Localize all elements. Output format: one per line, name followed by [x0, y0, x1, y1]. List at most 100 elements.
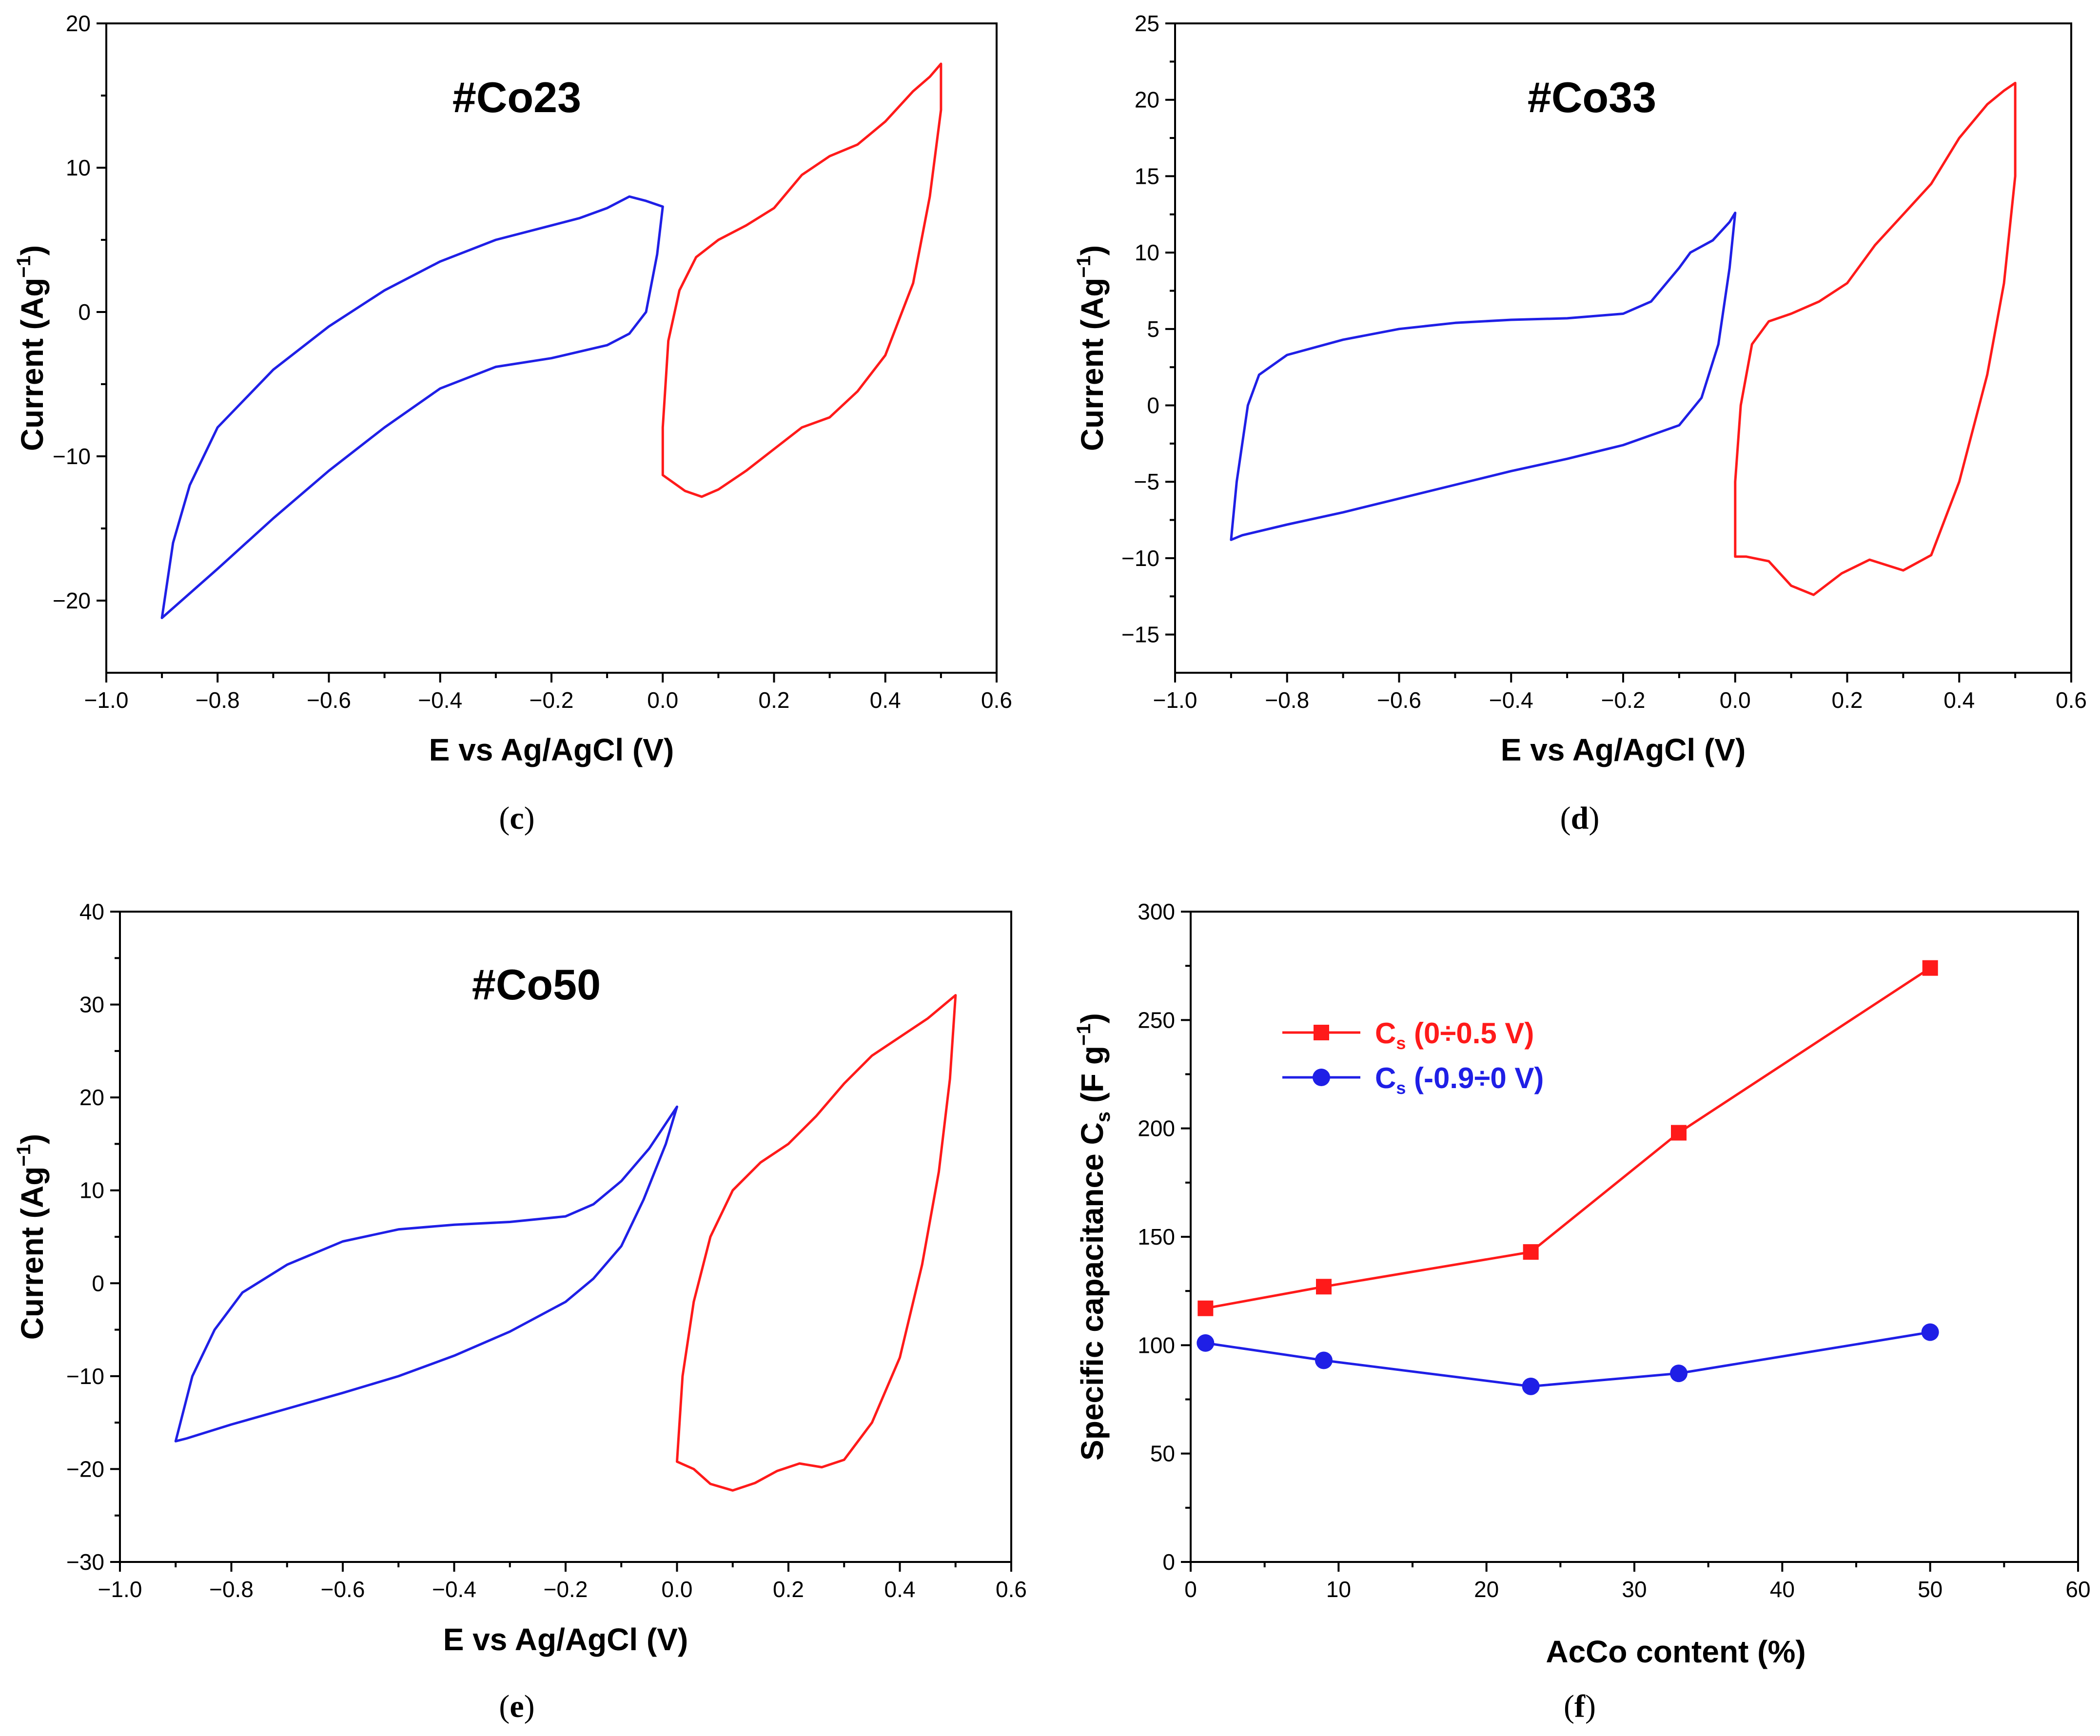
- panel-d-x-tick-label: −0.4: [1489, 687, 1533, 713]
- panel-c-x-tick-label: −0.4: [418, 687, 462, 713]
- panel-e-x-tick-label: 0.4: [884, 1577, 916, 1602]
- panel-c-y-axis-title-end: ): [15, 245, 50, 255]
- panel-e-y-axis-title: Current (Ag−1): [13, 1134, 50, 1340]
- panel-c-x-tick-label: 0.4: [870, 687, 901, 713]
- panel-f-y-tick-label: 250: [1138, 1007, 1175, 1033]
- panel-f-x-tick-label: 50: [1918, 1577, 1943, 1602]
- panel-f: 0 10 20 30 40 50 60 0 50 100 150 200 250 300 AcCo con…: [1073, 899, 2091, 1724]
- panel-c-x-tick-label: 0.6: [981, 687, 1012, 713]
- panel-c-title: #Co23: [452, 73, 581, 121]
- panel-f-ticks: 0 10 20 30 40 50 60 0 50 100 150 200 250 300: [1138, 899, 2090, 1602]
- panel-f-series: [1197, 960, 1939, 1395]
- panel-e-x-tick-label: −0.2: [544, 1577, 588, 1602]
- panel-d-y-tick-label: 25: [1135, 11, 1159, 36]
- panel-d-x-axis-title: E vs Ag/AgCl (V): [1501, 732, 1746, 767]
- panel-e-y-tick-label: 0: [92, 1270, 104, 1296]
- panel-d-y-tick-label: 0: [1147, 393, 1159, 418]
- panel-f-y-tick-label: 50: [1150, 1441, 1175, 1466]
- panel-e-x-tick-label: −0.4: [432, 1577, 476, 1602]
- panel-d-x-tick-label: −0.2: [1601, 687, 1646, 713]
- panel-c-label-letter: c: [510, 800, 524, 836]
- legend-cs-negative-sub: s: [1396, 1078, 1406, 1098]
- panel-c-x-axis-title: E vs Ag/AgCl (V): [429, 732, 674, 767]
- panel-d-y-axis-title-main: Current (Ag: [1075, 278, 1110, 451]
- panel-e-y-tick-label: −30: [66, 1549, 104, 1575]
- panel-e-x-tick-label: 0.2: [773, 1577, 804, 1602]
- panel-d-x-tick-label: −0.8: [1265, 687, 1309, 713]
- legend-entry-cs-negative: Cs (-0.9÷0 V): [1282, 1062, 1544, 1098]
- panel-e-y-tick-label: −10: [66, 1364, 104, 1389]
- panel-f-y-tick-label: 150: [1138, 1224, 1175, 1249]
- panel-e-y-tick-label: 10: [79, 1178, 104, 1203]
- panel-f-y-tick-label: 200: [1138, 1116, 1175, 1141]
- panel-e-label-open: (: [499, 1689, 510, 1724]
- panel-c-y-tick-label: −20: [53, 588, 91, 613]
- panel-d-x-tick-label: 0.2: [1832, 687, 1863, 713]
- legend-entry-cs-positive: Cs (0÷0.5 V): [1282, 1017, 1534, 1053]
- panel-f-data-point-circle: [1315, 1351, 1333, 1369]
- panel-e-plot-frame: [119, 911, 1012, 1563]
- panel-c-x-tick-label: −1.0: [84, 687, 129, 713]
- panel-f-label-close: ): [1585, 1689, 1596, 1724]
- panel-e-label-close: ): [524, 1689, 535, 1724]
- panel-f-x-axis-title: AcCo content (%): [1546, 1634, 1806, 1669]
- panel-d-series: [1230, 81, 2017, 596]
- panel-f-label: (f): [1564, 1689, 1596, 1724]
- panel-f-data-point-square: [1197, 1300, 1214, 1316]
- panel-e-y-axis-title-sup: −1: [13, 1144, 35, 1167]
- panel-d-y-tick-label: −10: [1121, 546, 1159, 571]
- panel-c-ticks: −1.0 −0.8 −0.6 −0.4 −0.2 0.0 0.2 0.4 0.6 −20 −10 0 1…: [53, 11, 1012, 713]
- panel-d-ticks: −1.0 −0.8 −0.6 −0.4 −0.2 0.0 0.2 0.4 0.6 −15 −10 −5…: [1121, 11, 2087, 713]
- panel-f-y-axis-title-sub: s: [1093, 1112, 1114, 1122]
- panel-c-cv-loop-negative: [160, 195, 664, 619]
- panel-d-y-tick-label: 5: [1147, 316, 1159, 342]
- panel-d-x-tick-label: 0.0: [1720, 687, 1751, 713]
- panel-d-title: #Co33: [1528, 73, 1656, 121]
- panel-f-data-point-circle: [1522, 1377, 1540, 1395]
- panel-e-x-axis-title: E vs Ag/AgCl (V): [443, 1622, 688, 1657]
- panel-d-y-axis-title: Current (Ag−1): [1073, 245, 1110, 451]
- panel-e-label: (e): [499, 1689, 534, 1724]
- panel-f-x-tick-label: 40: [1770, 1577, 1795, 1602]
- panel-e-y-axis-title-end: ): [15, 1134, 50, 1144]
- legend-cs-positive-rest: (0÷0.5 V): [1406, 1017, 1534, 1050]
- panel-c-label: (c): [499, 800, 534, 836]
- panel-e-y-tick-label: 30: [79, 992, 104, 1017]
- panel-e-series: [174, 994, 957, 1492]
- panel-c: −1.0 −0.8 −0.6 −0.4 −0.2 0.0 0.2 0.4 0.6 −20 −10 0 1…: [13, 11, 1012, 836]
- panel-e-cv-loop-negative: [174, 1105, 678, 1443]
- panel-f-data-point-square: [1523, 1244, 1539, 1260]
- panel-f-x-tick-label: 60: [2065, 1577, 2090, 1602]
- panel-e-x-tick-label: −1.0: [98, 1577, 142, 1602]
- panel-c-x-tick-label: −0.6: [307, 687, 351, 713]
- legend-cs-negative-main: C: [1375, 1062, 1396, 1094]
- panel-f-y-axis-title-end: ): [1075, 1013, 1110, 1023]
- legend-cs-negative-rest: (-0.9÷0 V): [1406, 1062, 1544, 1094]
- panel-d-label-letter: d: [1571, 800, 1589, 836]
- panel-f-data-point-square: [1316, 1279, 1332, 1295]
- panel-d-x-tick-label: 0.6: [2056, 687, 2087, 713]
- panel-e-y-axis-title-main: Current (Ag: [15, 1167, 50, 1340]
- panel-e-cv-loop-positive: [676, 994, 957, 1492]
- panel-f-y-axis-title: Specific capacitance Cs (F g−1): [1073, 1013, 1114, 1461]
- panel-d-cv-loop-negative: [1230, 212, 1737, 541]
- legend-label-cs-positive: Cs (0÷0.5 V): [1375, 1017, 1534, 1053]
- legend-label-cs-negative: Cs (-0.9÷0 V): [1375, 1062, 1544, 1098]
- panel-f-y-tick-label: 100: [1138, 1332, 1175, 1358]
- panel-d-y-tick-label: 20: [1135, 87, 1159, 113]
- panel-d-label-open: (: [1560, 800, 1571, 836]
- panel-e-label-letter: e: [510, 1689, 524, 1724]
- panel-c-series: [160, 62, 942, 619]
- panel-e-y-tick-label: 20: [79, 1085, 104, 1110]
- panel-e: −1.0 −0.8 −0.6 −0.4 −0.2 0.0 0.2 0.4 0.6 −30 −20 −1…: [13, 899, 1027, 1724]
- panel-d-x-tick-label: −1.0: [1153, 687, 1197, 713]
- panel-f-data-point-circle: [1670, 1365, 1688, 1383]
- panel-f-x-tick-label: 10: [1326, 1577, 1351, 1602]
- panel-f-label-letter: f: [1574, 1689, 1586, 1724]
- panel-f-legend: Cs (0÷0.5 V) Cs (-0.9÷0 V): [1282, 1017, 1544, 1098]
- panel-f-data-point-square: [1922, 960, 1938, 976]
- panel-e-x-tick-label: −0.8: [209, 1577, 254, 1602]
- panel-f-x-tick-label: 20: [1474, 1577, 1499, 1602]
- panel-e-y-tick-label: 40: [79, 899, 104, 924]
